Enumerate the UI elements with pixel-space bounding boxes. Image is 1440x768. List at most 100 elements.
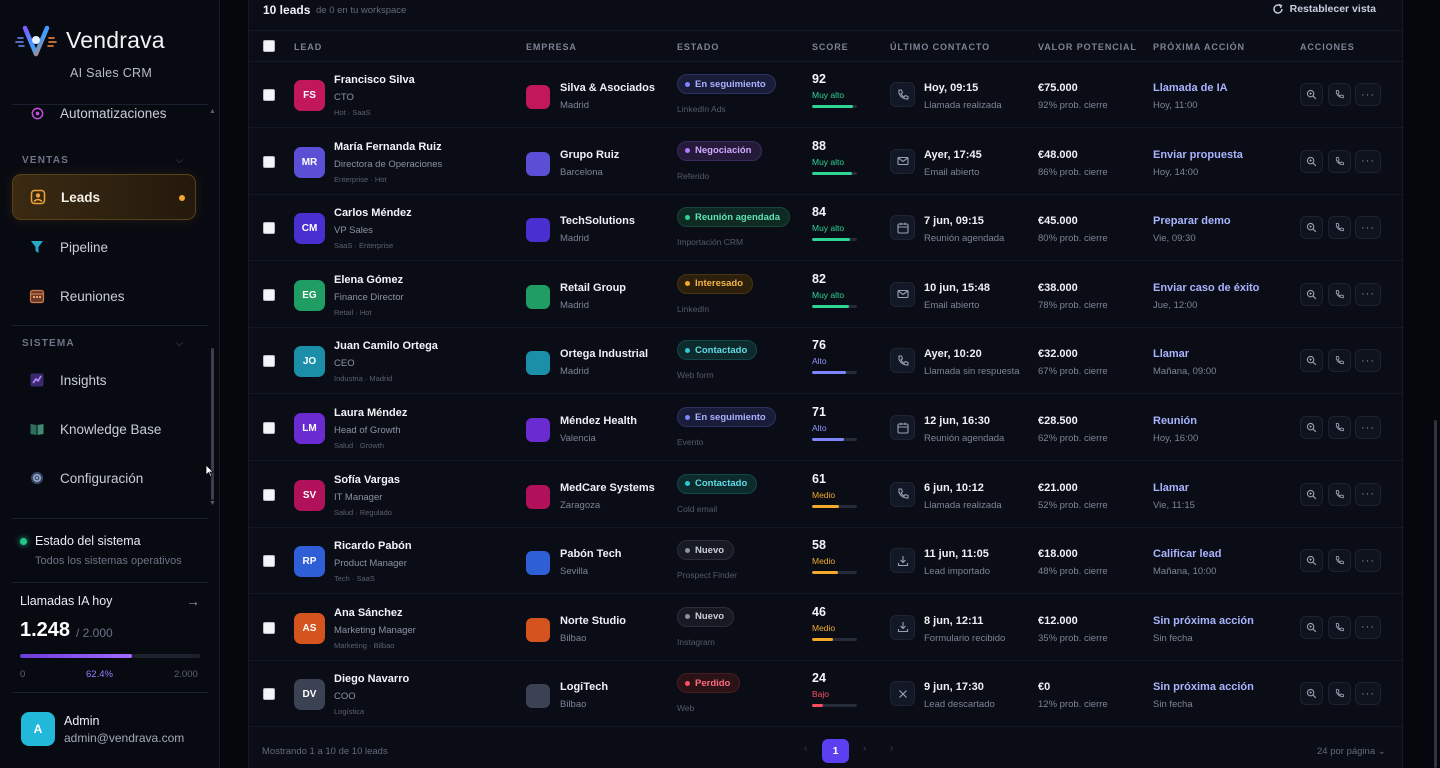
view-lead-button[interactable] (1300, 83, 1323, 106)
table-row[interactable]: FS Francisco Silva CTO Hot · SaaS Silva … (249, 62, 1404, 128)
chevron-down-icon[interactable]: ⌵ (176, 338, 183, 348)
sidebar-item-reuniones[interactable]: Reuniones (12, 273, 196, 319)
next-action-link[interactable]: Sin próxima acción (1153, 614, 1254, 627)
sidebar-item-pipeline[interactable]: Pipeline (12, 224, 196, 270)
row-checkbox[interactable] (263, 155, 275, 168)
company-name[interactable]: Silva & Asociados (560, 82, 655, 94)
view-lead-button[interactable] (1300, 282, 1323, 306)
more-options-button[interactable]: ··· (1355, 615, 1381, 639)
sidebar-item-insights[interactable]: Insights (12, 357, 196, 403)
table-row[interactable]: EG Elena Gómez Finance Director Retail ·… (249, 262, 1404, 328)
more-options-button[interactable]: ··· (1355, 282, 1381, 306)
brand[interactable]: Vendrava (14, 20, 165, 60)
call-lead-button[interactable] (1328, 216, 1351, 240)
restore-view-button[interactable]: Restablecer vista (1272, 3, 1376, 15)
status-badge[interactable]: En seguimiento (677, 74, 776, 94)
view-lead-button[interactable] (1300, 682, 1323, 706)
view-lead-button[interactable] (1300, 216, 1323, 240)
sidebar-scrollbar[interactable] (211, 348, 214, 500)
table-row[interactable]: CM Carlos Méndez VP Sales SaaS · Enterpr… (249, 195, 1404, 262)
lead-name[interactable]: Juan Camilo Ortega (334, 340, 438, 353)
column-header-estado[interactable]: ESTADO (677, 42, 720, 52)
status-badge[interactable]: Nuevo (677, 606, 735, 627)
company-name[interactable]: Pabón Tech (560, 548, 622, 561)
call-lead-button[interactable] (1328, 416, 1351, 439)
chevron-right-icon[interactable]: › (863, 743, 867, 754)
call-lead-button[interactable] (1328, 549, 1351, 573)
status-badge[interactable]: Nuevo (677, 540, 735, 561)
row-checkbox[interactable] (263, 621, 275, 634)
arrow-right-icon[interactable]: → (186, 593, 200, 609)
next-action-link[interactable]: Llamar (1153, 348, 1190, 361)
sidebar-item-knowledge-base[interactable]: Knowledge Base (12, 406, 196, 452)
row-checkbox[interactable] (263, 422, 275, 434)
more-options-button[interactable]: ··· (1355, 549, 1381, 573)
view-lead-button[interactable] (1300, 615, 1323, 639)
table-row[interactable]: JO Juan Camilo Ortega CEO Industria · Ma… (249, 328, 1404, 395)
next-action-link[interactable]: Enviar caso de éxito (1153, 281, 1260, 294)
call-lead-button[interactable] (1328, 349, 1351, 373)
lead-name[interactable]: Elena Gómez (334, 273, 404, 286)
company-name[interactable]: Retail Group (560, 281, 627, 294)
next-action-link[interactable]: Reunión (1153, 415, 1197, 427)
avatar[interactable]: A (21, 712, 55, 746)
status-badge[interactable]: Perdido (677, 673, 741, 694)
column-header-empresa[interactable]: EMPRESA (526, 42, 577, 52)
company-name[interactable]: MedCare Systems (560, 481, 655, 494)
company-name[interactable]: LogiTech (560, 681, 609, 694)
company-name[interactable]: TechSolutions (560, 215, 635, 228)
next-action-link[interactable]: Llamar (1153, 481, 1190, 494)
lead-name[interactable]: Sofía Vargas (334, 473, 401, 486)
chevron-down-icon[interactable]: ⌵ (176, 155, 183, 165)
column-header-valor-potencial[interactable]: VALOR POTENCIAL (1038, 42, 1137, 52)
company-name[interactable]: Norte Studio (560, 614, 626, 627)
lead-name[interactable]: Diego Navarro (334, 673, 410, 686)
lead-name[interactable]: María Fernanda Ruiz (334, 140, 442, 153)
chevron-left-icon[interactable]: ‹ (804, 743, 808, 754)
per-page-select[interactable]: 24 por página ⌄ (1317, 746, 1386, 757)
more-options-button[interactable]: ··· (1355, 216, 1381, 240)
lead-name[interactable]: Carlos Méndez (334, 207, 412, 220)
sidebar-item-leads[interactable]: Leads (12, 174, 196, 220)
call-lead-button[interactable] (1328, 149, 1351, 173)
sidebar-item-automatizaciones[interactable]: Automatizaciones (12, 90, 196, 136)
column-header-proxima-accion[interactable]: PRÓXIMA ACCIÓN (1153, 42, 1245, 52)
table-row[interactable]: SV Sofía Vargas IT Manager Salud · Regul… (249, 462, 1404, 528)
call-lead-button[interactable] (1328, 615, 1351, 639)
next-action-link[interactable]: Sin próxima acción (1153, 681, 1254, 694)
main-scrollbar[interactable] (1434, 420, 1437, 768)
scroll-down-arrow[interactable]: ▼ (209, 500, 216, 507)
call-lead-button[interactable] (1328, 682, 1351, 706)
row-checkbox[interactable] (263, 89, 275, 101)
table-row[interactable]: AS Ana Sánchez Marketing Manager Marketi… (249, 595, 1404, 661)
status-badge[interactable]: Interesado (677, 273, 754, 294)
more-options-button[interactable]: ··· (1355, 416, 1381, 439)
company-name[interactable]: Ortega Industrial (560, 348, 649, 361)
row-checkbox[interactable] (263, 355, 275, 368)
view-lead-button[interactable] (1300, 416, 1323, 439)
more-options-button[interactable]: ··· (1355, 349, 1381, 373)
row-checkbox[interactable] (263, 288, 275, 301)
page-button-current[interactable]: 1 (822, 739, 849, 763)
more-options-button[interactable]: ··· (1355, 682, 1381, 706)
status-badge[interactable]: Contactado (677, 340, 758, 361)
row-checkbox[interactable] (263, 488, 275, 501)
more-options-button[interactable]: ··· (1355, 149, 1381, 173)
row-checkbox[interactable] (263, 222, 275, 235)
row-checkbox[interactable] (263, 555, 275, 568)
lead-name[interactable]: Ricardo Pabón (334, 540, 412, 553)
sidebar-item-configuracion[interactable]: Configuración (12, 455, 196, 501)
view-lead-button[interactable] (1300, 149, 1323, 173)
column-header-lead[interactable]: LEAD (294, 42, 323, 52)
status-badge[interactable]: En seguimiento (677, 407, 776, 427)
call-lead-button[interactable] (1328, 83, 1351, 106)
row-checkbox[interactable] (263, 688, 275, 701)
lead-name[interactable]: Francisco Silva (334, 74, 415, 86)
lead-name[interactable]: Ana Sánchez (334, 606, 403, 619)
status-badge[interactable]: Reunión agendada (677, 207, 790, 228)
view-lead-button[interactable] (1300, 482, 1323, 506)
more-options-button[interactable]: ··· (1355, 482, 1381, 506)
scroll-up-arrow[interactable]: ▲ (209, 108, 216, 115)
select-all-checkbox[interactable] (263, 40, 275, 52)
view-lead-button[interactable] (1300, 549, 1323, 573)
